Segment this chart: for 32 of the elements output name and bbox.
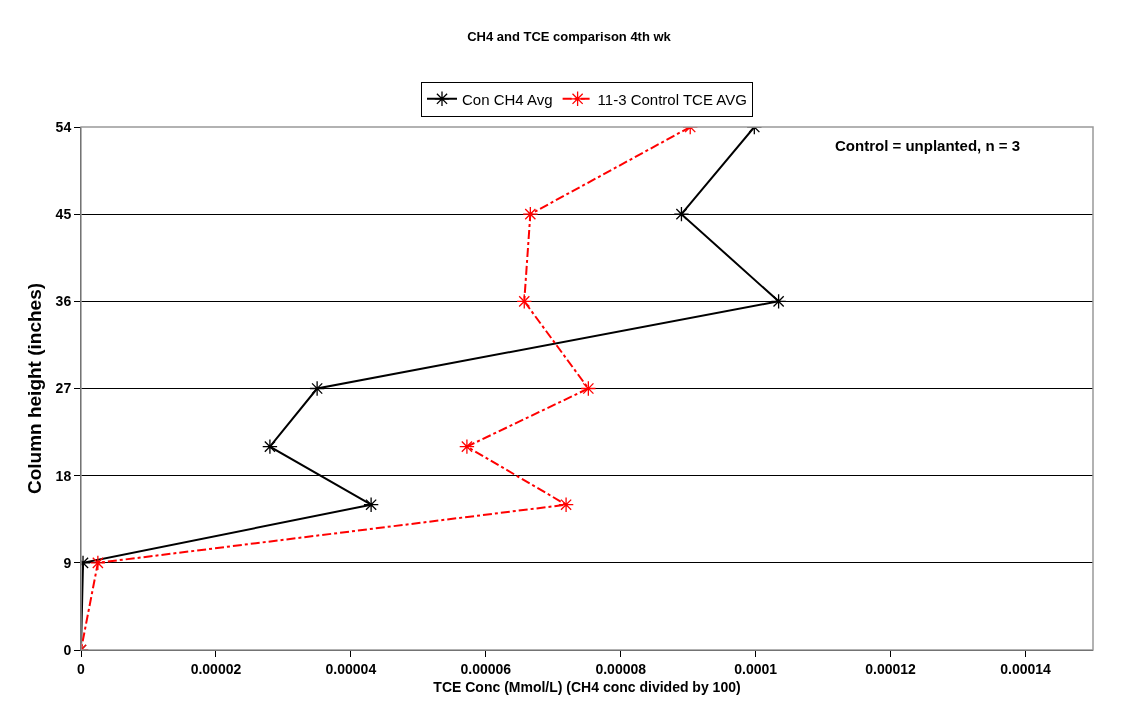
x-tick-label: 0.00006 <box>460 660 512 677</box>
x-tick-label: 0.00008 <box>595 660 647 677</box>
point <box>558 496 574 513</box>
x-tick-label: 0 <box>77 660 86 677</box>
point <box>516 293 533 310</box>
x-tick-label: 0.00002 <box>190 660 242 677</box>
y-tick-label: 54 <box>55 118 72 135</box>
x-tick-label: 0.00004 <box>325 660 377 677</box>
x-tick-label: 0.00014 <box>1000 660 1052 677</box>
y-tick-label: 36 <box>55 293 72 310</box>
annotation: Control = unplanted, n = 3 <box>835 137 1021 154</box>
y-tick-label: 27 <box>55 380 72 397</box>
point <box>580 380 597 397</box>
point <box>673 206 690 223</box>
x-tick-label: 0.00012 <box>865 660 917 677</box>
y-tick-label: 0 <box>63 641 72 658</box>
point <box>459 438 475 455</box>
point <box>522 206 539 223</box>
y-axis-title: Column height (inches) <box>24 282 46 495</box>
point <box>309 380 325 397</box>
point <box>90 554 106 571</box>
point <box>363 496 379 513</box>
x-axis-title: TCE Conc (Mmol/L) (CH4 conc divided by 100) <box>433 679 741 696</box>
y-tick-label: 9 <box>63 554 72 571</box>
y-tick-label: 45 <box>55 206 72 223</box>
y-tick-label: 18 <box>55 467 72 484</box>
legend-label: Con CH4 Avg <box>462 90 553 108</box>
point <box>262 438 278 455</box>
chart-title: CH4 and TCE comparison 4th wk <box>467 29 672 45</box>
point <box>770 293 787 310</box>
legend-label: 11-3 Control TCE AVG <box>597 90 747 108</box>
x-tick-label: 0.0001 <box>734 660 778 677</box>
